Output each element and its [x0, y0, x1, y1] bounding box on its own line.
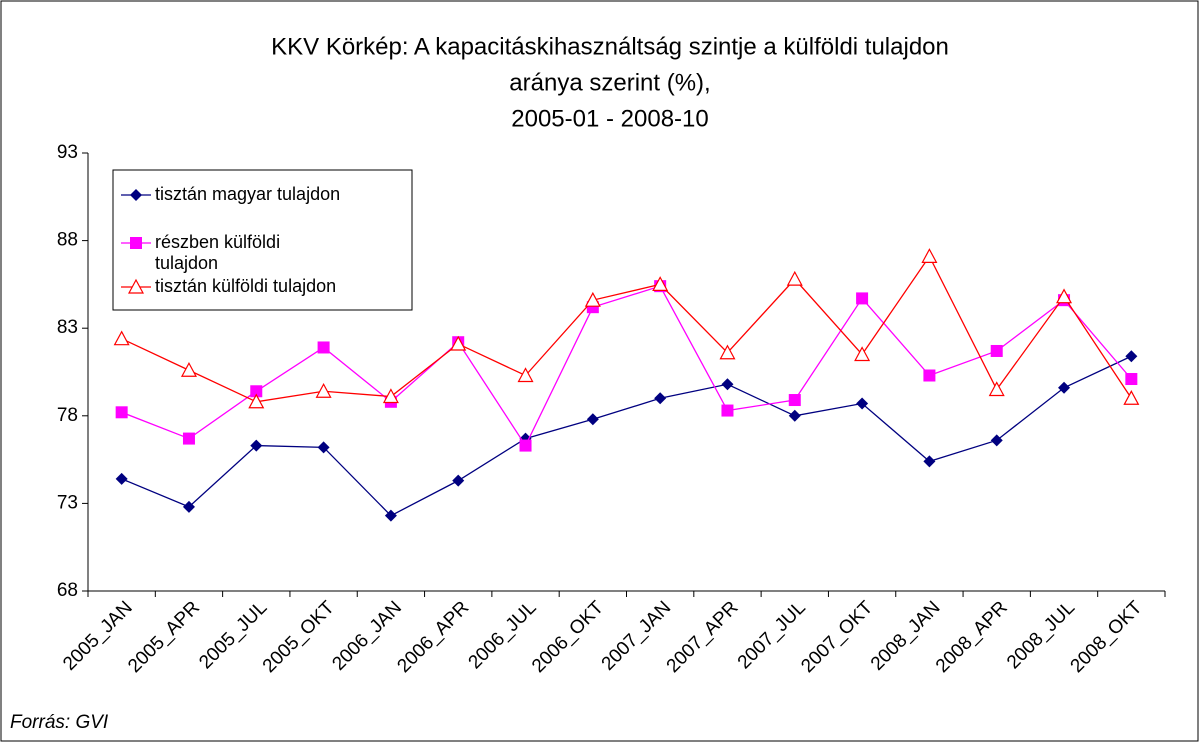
marker: [115, 406, 128, 419]
y-tick-label: 83: [57, 317, 78, 338]
marker: [248, 393, 265, 409]
marker: [719, 344, 736, 360]
marker: [182, 500, 195, 513]
marker: [788, 394, 801, 407]
marker: [652, 276, 669, 291]
series-line: [121, 255, 1132, 403]
chart-title: 2005-01 - 2008-10: [511, 105, 708, 132]
marker: [1123, 390, 1140, 405]
marker: [315, 383, 332, 398]
marker: [182, 432, 195, 445]
marker: [1125, 350, 1138, 363]
legend-box: [112, 169, 413, 311]
legend-entry: részben külföldi tulajdon: [155, 232, 281, 273]
marker: [584, 291, 601, 307]
marker: [127, 278, 145, 294]
marker: [990, 434, 1003, 447]
marker: [721, 404, 734, 417]
legend-label: tisztán magyar tulajdon: [155, 184, 341, 204]
series-line: [121, 355, 1132, 517]
marker: [786, 270, 803, 286]
y-tick-label: 78: [57, 405, 78, 426]
y-tick-label: 73: [57, 492, 78, 513]
marker: [519, 439, 532, 452]
legend-label: részben külföldi tulajdon: [155, 232, 281, 273]
marker: [452, 474, 465, 487]
chart-title: KKV Körkép: A kapacitáskihasználtság szi…: [271, 33, 949, 60]
marker: [1125, 373, 1138, 386]
y-tick-label: 88: [57, 230, 78, 251]
marker: [384, 509, 397, 522]
marker: [990, 344, 1003, 357]
marker: [921, 248, 938, 263]
marker: [1056, 288, 1073, 304]
chart-title: aránya szerint (%),: [509, 69, 710, 96]
marker: [721, 378, 734, 391]
marker: [130, 189, 142, 201]
legend-entry: tisztán külföldi tulajdon: [155, 276, 337, 296]
marker: [856, 397, 869, 410]
marker: [988, 381, 1005, 397]
legend-label: tisztán külföldi tulajdon: [155, 276, 337, 296]
marker: [250, 439, 263, 452]
marker: [180, 361, 197, 377]
marker: [923, 369, 936, 382]
marker: [113, 330, 130, 346]
marker: [450, 335, 467, 351]
marker: [1058, 381, 1071, 394]
marker: [586, 413, 599, 426]
marker: [317, 341, 330, 354]
marker: [854, 346, 871, 362]
marker: [788, 409, 801, 422]
marker: [130, 237, 142, 249]
marker: [856, 292, 869, 305]
y-tick-label: 68: [57, 580, 78, 601]
marker: [115, 472, 128, 485]
marker: [517, 367, 534, 383]
marker: [382, 388, 399, 404]
marker: [317, 441, 330, 454]
legend-entry: tisztán magyar tulajdon: [155, 184, 341, 204]
source: Forrás: GVI: [10, 712, 109, 733]
marker: [250, 385, 263, 398]
series-line: [121, 285, 1132, 447]
y-tick-label: 93: [57, 142, 78, 163]
marker: [923, 455, 936, 468]
marker: [654, 392, 667, 405]
